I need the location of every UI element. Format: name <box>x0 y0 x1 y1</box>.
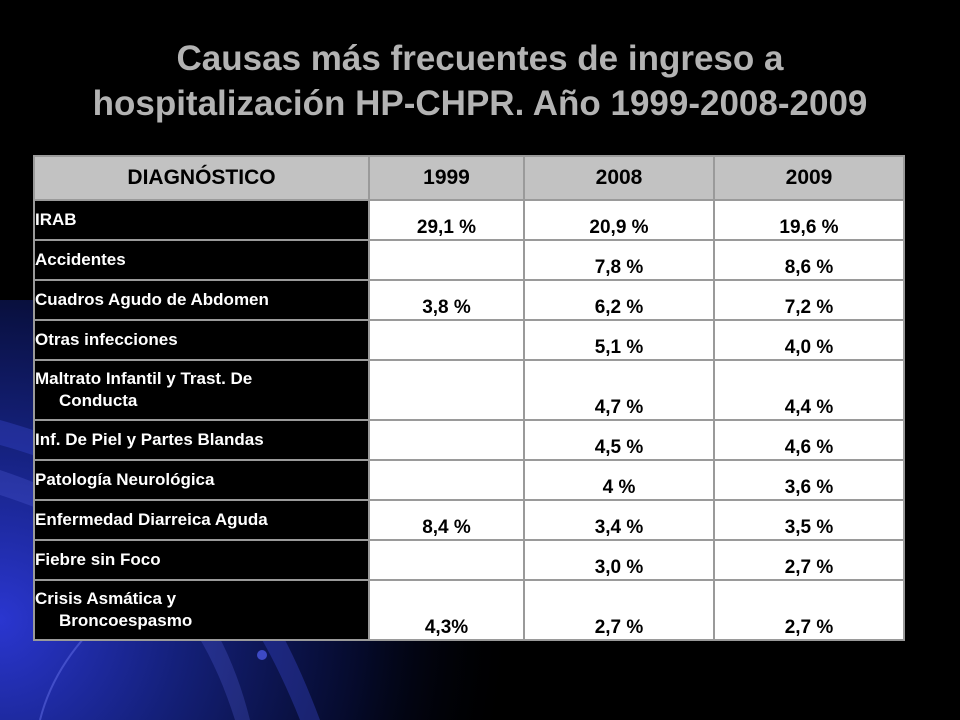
table-row: Enfermedad Diarreica Aguda 8,4 % 3,4 % 3… <box>33 499 905 541</box>
value-2008: 2,7 % <box>523 579 715 641</box>
title-line-1: Causas más frecuentes de ingreso a <box>176 39 784 78</box>
diagnosis-label: Patología Neurológica <box>35 470 215 489</box>
diagnosis-label: Cuadros Agudo de Abdomen <box>35 290 269 309</box>
title-line-2: hospitalización HP-CHPR. Año 1999-2008-2… <box>92 84 868 123</box>
table-row: Maltrato Infantil y Trast. De Conducta 4,… <box>33 359 905 421</box>
value-2008: 3,4 % <box>523 499 715 541</box>
diagnosis-label: Crisis Asmática y <box>35 589 177 608</box>
diagnosis-label: Accidentes <box>35 250 126 269</box>
table-header-row: DIAGNÓSTICO 1999 2008 2009 <box>33 155 905 201</box>
table-row: Fiebre sin Foco 3,0 % 2,7 % <box>33 539 905 581</box>
value-1999 <box>368 239 525 281</box>
diagnosis-label: IRAB <box>35 210 77 229</box>
value-1999 <box>368 319 525 361</box>
value-2008: 4,7 % <box>523 359 715 421</box>
value-2009: 2,7 % <box>713 579 905 641</box>
diagnosis-cell: Crisis Asmática y Broncoespasmo <box>33 579 370 641</box>
value-1999: 4,3% <box>368 579 525 641</box>
value-2009: 2,7 % <box>713 539 905 581</box>
header-diagnostico: DIAGNÓSTICO <box>33 155 370 201</box>
diagnosis-cell: Fiebre sin Foco <box>33 539 370 581</box>
value-2009: 3,6 % <box>713 459 905 501</box>
diagnosis-cell: Otras infecciones <box>33 319 370 361</box>
value-2009: 4,4 % <box>713 359 905 421</box>
table-row: Crisis Asmática y Broncoespasmo 4,3% 2,7 … <box>33 579 905 641</box>
slide-title: Causas más frecuentes de ingreso a hospi… <box>0 36 960 126</box>
header-2008: 2008 <box>523 155 715 201</box>
diagnosis-label: Maltrato Infantil y Trast. De <box>35 369 253 388</box>
value-1999: 8,4 % <box>368 499 525 541</box>
diagnosis-cell: Cuadros Agudo de Abdomen <box>33 279 370 321</box>
table-row: Otras infecciones 5,1 % 4,0 % <box>33 319 905 361</box>
value-2008: 6,2 % <box>523 279 715 321</box>
diagnosis-label: Otras infecciones <box>35 330 178 349</box>
diagnosis-label-cont: Conducta <box>59 391 138 410</box>
diagnosis-cell: Enfermedad Diarreica Aguda <box>33 499 370 541</box>
diagnosis-cell: IRAB <box>33 199 370 241</box>
diagnosis-label: Fiebre sin Foco <box>35 550 161 569</box>
admission-causes-table: DIAGNÓSTICO 1999 2008 2009 IRAB 29,1 % 2… <box>33 155 905 641</box>
value-2008: 3,0 % <box>523 539 715 581</box>
value-1999 <box>368 459 525 501</box>
value-2009: 4,0 % <box>713 319 905 361</box>
value-2009: 4,6 % <box>713 419 905 461</box>
table-row: Patología Neurológica 4 % 3,6 % <box>33 459 905 501</box>
value-1999 <box>368 419 525 461</box>
value-2009: 8,6 % <box>713 239 905 281</box>
value-2008: 4 % <box>523 459 715 501</box>
value-2008: 5,1 % <box>523 319 715 361</box>
table-row: Cuadros Agudo de Abdomen 3,8 % 6,2 % 7,2… <box>33 279 905 321</box>
value-2008: 20,9 % <box>523 199 715 241</box>
diagnosis-cell: Inf. De Piel y Partes Blandas <box>33 419 370 461</box>
header-2009: 2009 <box>713 155 905 201</box>
value-2009: 3,5 % <box>713 499 905 541</box>
value-1999 <box>368 539 525 581</box>
table-row: Accidentes 7,8 % 8,6 % <box>33 239 905 281</box>
value-2009: 7,2 % <box>713 279 905 321</box>
diagnosis-cell: Patología Neurológica <box>33 459 370 501</box>
table-row: IRAB 29,1 % 20,9 % 19,6 % <box>33 199 905 241</box>
diagnosis-cell: Maltrato Infantil y Trast. De Conducta <box>33 359 370 421</box>
value-1999: 29,1 % <box>368 199 525 241</box>
diagnosis-label-cont: Broncoespasmo <box>59 611 193 630</box>
header-1999: 1999 <box>368 155 525 201</box>
value-2008: 7,8 % <box>523 239 715 281</box>
diagnosis-label: Enfermedad Diarreica Aguda <box>35 510 268 529</box>
value-2008: 4,5 % <box>523 419 715 461</box>
value-1999: 3,8 % <box>368 279 525 321</box>
value-2009: 19,6 % <box>713 199 905 241</box>
diagnosis-label: Inf. De Piel y Partes Blandas <box>35 430 264 449</box>
diagnosis-cell: Accidentes <box>33 239 370 281</box>
table-row: Inf. De Piel y Partes Blandas 4,5 % 4,6 … <box>33 419 905 461</box>
value-1999 <box>368 359 525 421</box>
